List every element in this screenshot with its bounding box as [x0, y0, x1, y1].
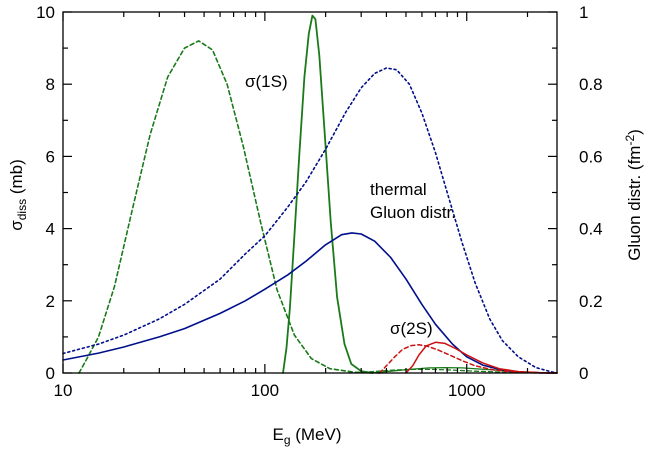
y2-axis-label-sup: -2: [623, 135, 637, 146]
x-tick-label-0: 10: [54, 381, 73, 400]
y2-axis-label-main: Gluon distr. (fm: [625, 146, 644, 261]
annotation-sigma-2s: σ(2S): [390, 319, 433, 338]
x-axis-label-rest: (MeV): [291, 425, 342, 444]
series-line-3: [347, 368, 558, 374]
y-tick-label-1: 2: [46, 292, 55, 311]
y2-axis-label: Gluon distr. (fm-2): [623, 129, 644, 261]
x-tick-label-1: 100: [251, 381, 279, 400]
x-tick-label-2: 1000: [448, 381, 486, 400]
series-line-5: [62, 67, 558, 374]
y-tick-label-2: 4: [46, 220, 55, 239]
y-axis-label-main: σ: [7, 220, 26, 231]
y2-tick-label-2: 0.4: [579, 220, 603, 239]
y-axis-label-sub: diss: [15, 199, 29, 220]
annotation-thermal: thermal: [370, 180, 427, 199]
y2-tick-label-4: 0.8: [579, 75, 603, 94]
y2-tick-label-5: 1: [579, 3, 588, 22]
series-line-0: [282, 14, 374, 374]
y2-axis-label-rest: ): [625, 129, 644, 135]
y-axis-label: σdiss (mb): [7, 159, 29, 231]
x-axis-label-main: E: [272, 425, 283, 444]
y-tick-label-0: 0: [46, 364, 55, 383]
x-axis-label: Eg (MeV): [272, 425, 341, 447]
x-axis-label-sub: g: [284, 433, 291, 447]
y-axis-label-rest: (mb): [7, 159, 26, 199]
series-line-7: [378, 344, 558, 374]
y-tick-label-5: 10: [36, 3, 55, 22]
annotation-gluon-distr: Gluon distr.: [370, 203, 456, 222]
series-line-4: [62, 232, 558, 374]
annotation-sigma-1s: σ(1S): [245, 72, 288, 91]
y-tick-label-3: 6: [46, 147, 55, 166]
series-layer: [62, 14, 558, 374]
y2-tick-label-1: 0.2: [579, 292, 603, 311]
y2-tick-label-3: 0.6: [579, 147, 603, 166]
series-line-1: [78, 40, 383, 374]
y-tick-label-4: 8: [46, 75, 55, 94]
y2-tick-label-0: 0: [579, 364, 588, 383]
